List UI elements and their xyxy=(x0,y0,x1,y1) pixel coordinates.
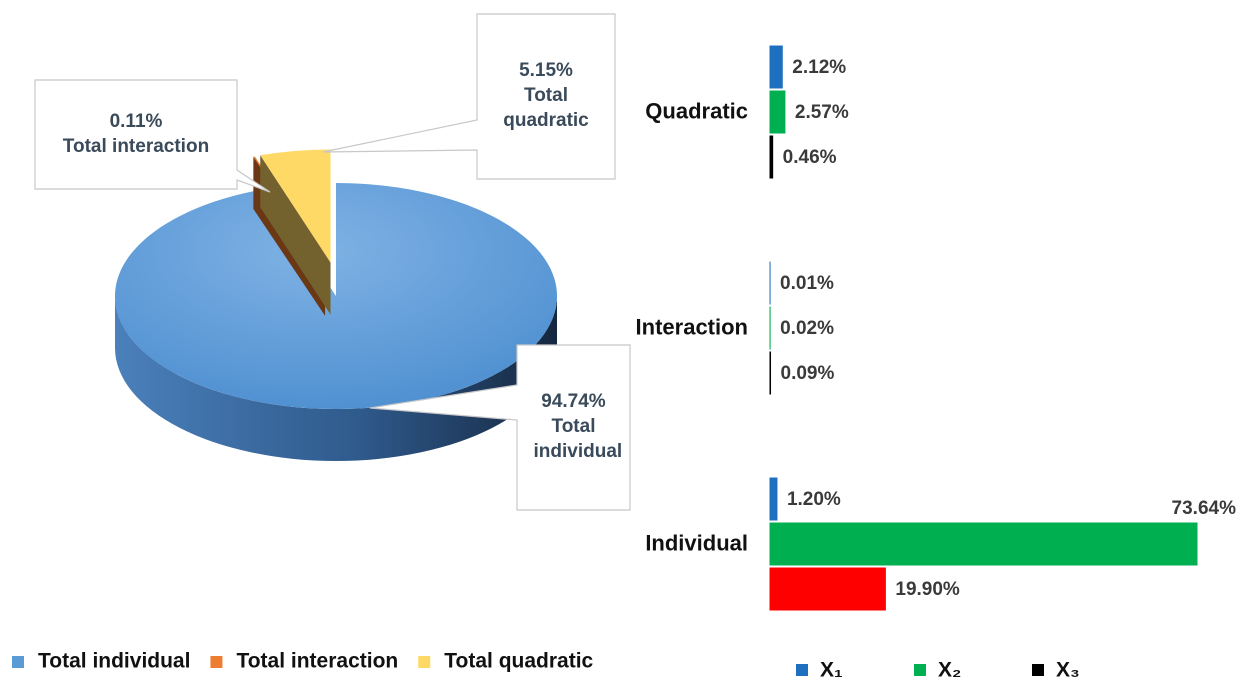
value-label: 0.46% xyxy=(783,147,837,168)
bar xyxy=(769,567,886,611)
bar xyxy=(769,477,778,521)
callout-value: 94.74% xyxy=(541,391,606,413)
value-label: 73.64% xyxy=(1172,498,1237,519)
callout-label: Total individual xyxy=(533,416,623,462)
legend-label: X₁ xyxy=(820,659,843,682)
callout-box xyxy=(322,13,616,180)
callout-box xyxy=(34,79,271,193)
legend-label: Total quadratic xyxy=(444,650,593,673)
callout: 94.74% Total individual xyxy=(517,345,630,510)
bar-chart: Quadratic 2.12% 2.57% 0.46% Interaction 0.01%… xyxy=(636,45,1237,682)
category-label: Quadratic xyxy=(645,98,748,123)
legend-swatch xyxy=(914,664,926,676)
bar xyxy=(769,45,783,89)
value-label: 0.02% xyxy=(780,318,834,339)
bar xyxy=(769,90,786,134)
pie-side xyxy=(115,296,557,461)
callout-label: Total quadratic xyxy=(503,85,589,131)
bar xyxy=(769,522,1198,566)
value-label: 2.57% xyxy=(795,102,849,123)
bar xyxy=(769,351,772,395)
legend-label: X₂ xyxy=(938,659,961,682)
legend-swatch xyxy=(796,664,808,676)
callout-value: 0.11% xyxy=(109,110,163,132)
legend-label: Total individual xyxy=(38,650,190,673)
callout-value: 5.15% xyxy=(519,60,573,82)
pie-slice xyxy=(114,183,557,409)
value-label: 1.20% xyxy=(787,489,841,510)
value-label: 19.90% xyxy=(895,579,960,600)
callout-frames xyxy=(34,13,631,511)
category-label: Interaction xyxy=(636,314,748,339)
category-label: Individual xyxy=(645,530,748,555)
legend-label: X₃ xyxy=(1056,659,1080,682)
pie-slice xyxy=(260,149,331,263)
legend-swatch xyxy=(210,656,223,668)
legend-swatch xyxy=(418,656,431,668)
value-label: 0.09% xyxy=(781,363,835,384)
bar xyxy=(769,135,774,179)
legend-label: Total interaction xyxy=(236,650,398,673)
callout-label: Total interaction xyxy=(62,135,210,157)
value-label: 2.12% xyxy=(792,57,846,78)
callout: 0.11% Total interaction xyxy=(35,80,237,189)
callout: 5.15% Total quadratic xyxy=(477,14,615,179)
value-label: 0.01% xyxy=(780,273,834,294)
legend-swatch xyxy=(12,656,24,668)
pie-cut-face xyxy=(260,155,331,315)
pie: Total individual Total interaction Total q… xyxy=(12,149,594,673)
legend-swatch xyxy=(1032,664,1044,676)
callout-box xyxy=(369,344,631,511)
